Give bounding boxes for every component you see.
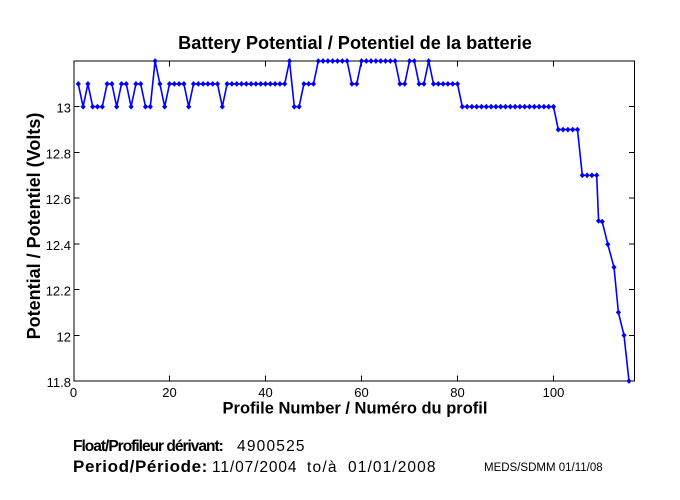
svg-text:11.8: 11.8 <box>47 375 71 390</box>
svg-text:12.6: 12.6 <box>46 192 71 207</box>
svg-text:12: 12 <box>57 329 71 344</box>
svg-text:Float/Profileur dérivant:49005: Float/Profileur dérivant: 4900525 <box>73 438 306 455</box>
svg-text:12.8: 12.8 <box>46 146 71 161</box>
svg-text:12.2: 12.2 <box>46 284 71 299</box>
svg-text:MEDS/SDMM 01/11/08: MEDS/SDMM 01/11/08 <box>484 462 603 474</box>
svg-text:20: 20 <box>162 385 176 400</box>
svg-text:13: 13 <box>57 101 71 116</box>
svg-text:12.4: 12.4 <box>46 238 71 253</box>
svg-text:Profile Number / Numéro du pro: Profile Number / Numéro du profil <box>223 400 488 418</box>
svg-text:60: 60 <box>354 385 368 400</box>
svg-text:0: 0 <box>70 385 77 400</box>
svg-text:100: 100 <box>543 385 565 400</box>
svg-text:80: 80 <box>450 385 464 400</box>
svg-text:40: 40 <box>258 385 272 400</box>
svg-text:Potential / Potentiel (Volts): Potential / Potentiel (Volts) <box>24 113 44 340</box>
svg-text:Battery Potential / Potentiel: Battery Potential / Potentiel de la batt… <box>178 33 532 53</box>
